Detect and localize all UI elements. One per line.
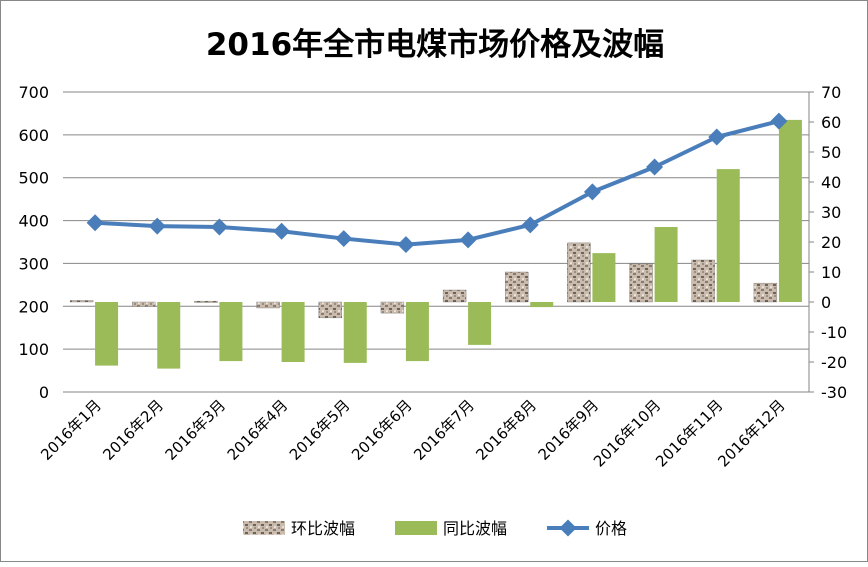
x-tick-label: 2016年9月 [535,396,603,464]
price-marker [770,112,788,130]
right-tick-label: 10 [821,263,841,282]
mom-bar [194,300,218,303]
left-tick-label: 200 [18,297,49,316]
yoy-bar [592,253,616,302]
right-tick-label: 70 [821,83,841,102]
yoy-bar [95,302,119,366]
legend-swatch-yoy [395,521,437,535]
yoy-bar [343,302,367,363]
mom-bar [318,301,342,319]
price-marker [148,217,166,235]
right-tick-label: 50 [821,143,841,162]
price-marker [521,216,539,234]
mom-bar [629,263,653,303]
mom-bar [567,242,591,303]
x-tick-label: 2016年3月 [162,396,230,464]
yoy-bar [219,302,243,362]
legend-marker-price [559,519,577,537]
yoy-bar [530,302,554,308]
left-tick-label: 300 [18,254,49,273]
right-tick-label: 40 [821,173,841,192]
legend-label-mom: 环比波幅 [291,519,355,538]
right-tick-label: 60 [821,113,841,132]
price-marker [210,218,228,236]
price-marker [335,230,353,248]
price-marker [583,183,601,201]
yoy-bar [716,169,740,302]
price-marker [86,214,104,232]
yoy-bar [405,302,429,362]
price-marker [397,236,415,254]
price-marker [273,222,291,240]
yoy-bar [468,302,492,345]
x-tick-label: 2016年4月 [224,396,292,464]
right-tick-label: -10 [821,323,847,342]
right-tick-label: -20 [821,353,847,372]
legend-label-yoy: 同比波幅 [443,519,507,538]
x-tick-label: 2016年12月 [714,396,788,470]
chart-title: 2016年全市电煤市场价格及波幅 [206,27,664,63]
mom-bar [69,300,94,303]
x-tick-label: 2016年1月 [37,396,105,464]
yoy-bar [778,119,802,303]
left-tick-label: 600 [18,126,49,145]
x-tick-label: 2016年2月 [99,396,167,464]
mom-bar [753,282,778,303]
x-tick-label: 2016年5月 [286,396,354,464]
price-marker [459,231,477,249]
price-line [94,119,780,247]
yoy-bar [157,302,181,369]
right-tick-label: -30 [821,383,847,402]
x-tick-label: 2016年6月 [348,396,416,464]
right-tick-label: 0 [821,293,831,312]
x-tick-label: 2016年7月 [410,396,478,464]
right-tick-label: 20 [821,233,841,252]
x-tick-label: 2016年8月 [472,396,540,464]
mom-bar [132,301,156,307]
mom-bar [505,271,529,303]
left-tick-label: 100 [18,340,49,359]
price-marker [708,128,726,146]
left-tick-label: 0 [39,383,49,402]
left-tick-label: 400 [18,212,49,231]
left-tick-label: 500 [18,169,49,188]
legend-swatch-mom [243,521,285,535]
price-marker [646,158,664,176]
right-tick-label: 30 [821,203,841,222]
left-tick-label: 700 [18,83,49,102]
yoy-bar [654,227,678,302]
legend-label-price: 价格 [595,519,627,538]
mom-bar [442,289,467,303]
yoy-bar [281,302,305,362]
mom-bar [691,259,715,303]
mom-bar [380,301,405,314]
mom-bar [256,301,280,309]
